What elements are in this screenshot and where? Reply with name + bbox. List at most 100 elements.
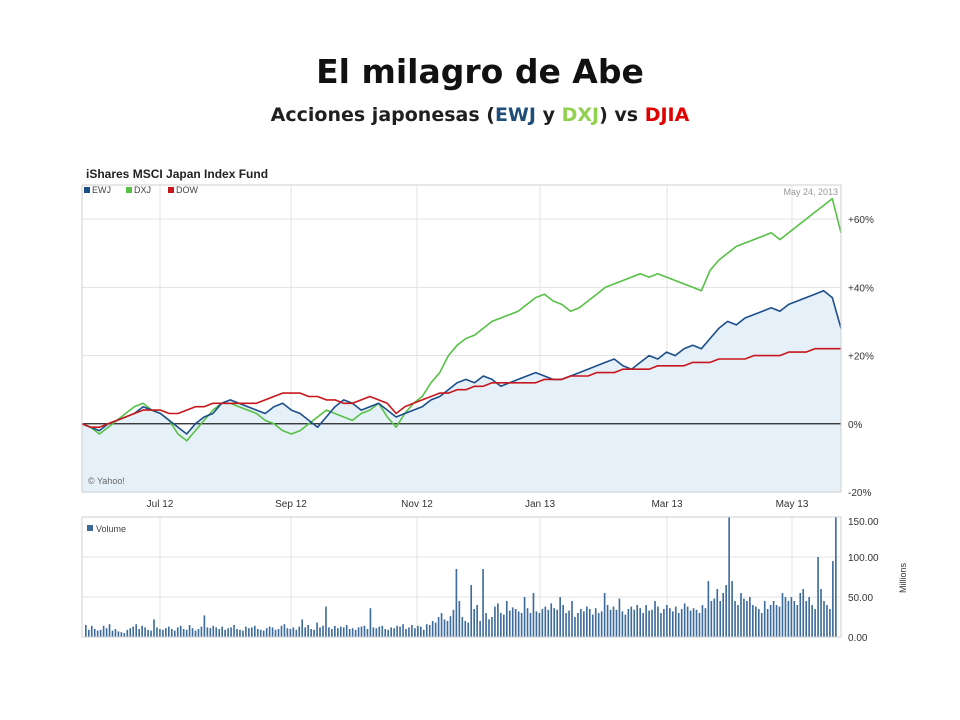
volume-bar: [627, 609, 630, 637]
volume-bar: [719, 601, 722, 637]
volume-bar: [505, 601, 508, 637]
volume-bar: [215, 627, 218, 637]
volume-bar: [111, 630, 114, 637]
volume-bar: [713, 598, 716, 637]
volume-bar: [165, 628, 167, 637]
volume-bar: [99, 629, 102, 637]
volume-bar: [93, 629, 96, 637]
price-y-ticks: +60% +40% +20% 0% -20%: [848, 215, 874, 499]
volume-bar: [301, 619, 304, 637]
volume-bar: [173, 630, 176, 637]
volume-bar: [197, 629, 200, 637]
volume-bar: [298, 626, 301, 637]
volume-bar: [242, 630, 244, 637]
volume-bar: [402, 624, 404, 637]
volume-bar: [648, 610, 650, 637]
volume-bar: [224, 629, 226, 637]
volume-bar: [660, 613, 662, 637]
volume-bar: [328, 627, 330, 637]
volume-legend-swatch: [87, 525, 93, 531]
volume-y-tick-label: 0.00: [848, 633, 868, 644]
volume-bar: [245, 626, 247, 637]
volume-bar: [535, 611, 538, 637]
price-y-tick-label: +20%: [848, 352, 874, 363]
volume-bar: [239, 629, 241, 637]
volume-bar: [325, 606, 327, 637]
area-fill-ewj: [82, 290, 841, 492]
volume-bar: [829, 609, 831, 637]
volume-bar: [420, 626, 422, 637]
volume-bar: [331, 629, 333, 637]
volume-bar: [710, 601, 713, 637]
volume-bar: [683, 603, 686, 637]
volume-bar: [793, 601, 796, 637]
legend-label-dow: DOW: [176, 185, 199, 195]
volume-bar: [526, 608, 529, 637]
volume-bar: [491, 617, 493, 637]
volume-bar: [790, 597, 793, 637]
volume-bar: [259, 629, 262, 637]
volume-bar: [808, 597, 810, 637]
volume-plot-border: [81, 516, 842, 638]
volume-bar: [630, 606, 633, 637]
volume-bar: [233, 625, 235, 637]
price-x-tick-label: Nov 12: [401, 499, 433, 510]
volume-bar: [633, 609, 636, 637]
volume-bar: [357, 627, 360, 637]
volume-bar: [162, 629, 164, 637]
volume-bar: [580, 609, 582, 637]
volume-bar: [624, 614, 627, 637]
volume-bar: [704, 608, 707, 637]
volume-bar: [728, 517, 730, 637]
volume-bar: [754, 606, 757, 637]
subtitle-part-0: Acciones japonesas (: [270, 104, 495, 126]
volume-bar: [274, 629, 277, 637]
volume-bar: [126, 629, 129, 637]
volume-bar: [194, 630, 197, 637]
volume-bar: [253, 625, 256, 637]
volume-bar: [334, 625, 336, 637]
volume-bar: [87, 629, 90, 637]
volume-bar: [541, 609, 544, 637]
volume-unit-label: Millions: [898, 563, 908, 594]
volume-bar: [488, 619, 490, 637]
date-label: May 24, 2013: [783, 187, 838, 197]
volume-bar: [458, 601, 461, 637]
volume-bar: [734, 601, 736, 637]
volume-bar: [191, 628, 194, 637]
volume-bar: [366, 629, 369, 637]
volume-bar: [746, 601, 748, 637]
volume-bar: [784, 597, 787, 637]
volume-bar: [182, 629, 185, 637]
volume-bar: [695, 609, 698, 637]
volume-bar: [568, 610, 570, 637]
volume-bar: [511, 607, 514, 637]
volume-bar: [775, 605, 778, 637]
price-y-tick-label: +60%: [848, 215, 874, 226]
volume-bar: [289, 629, 292, 637]
volume-bar: [811, 605, 813, 637]
volume-bar: [556, 609, 558, 637]
volume-bar: [102, 625, 105, 637]
volume-bar: [96, 630, 99, 637]
volume-bar: [577, 613, 579, 637]
volume-bar: [805, 601, 808, 637]
volume-bar: [227, 628, 229, 637]
volume-bar: [615, 609, 618, 637]
volume-bar: [431, 621, 434, 637]
volume-bar: [90, 625, 93, 637]
volume-bar: [159, 629, 161, 637]
volume-bar: [271, 627, 274, 637]
volume-bar: [425, 624, 428, 637]
volume-bar: [150, 630, 152, 637]
volume-bar: [251, 627, 253, 637]
volume-bar: [310, 629, 312, 637]
volume-bar: [769, 605, 772, 637]
chart-title: iShares MSCI Japan Index Fund: [86, 167, 268, 181]
volume-bar: [663, 609, 665, 637]
volume-bar: [740, 593, 742, 637]
volume-bar: [618, 598, 621, 637]
volume-bar: [417, 625, 419, 637]
volume-bar: [571, 601, 573, 637]
subtitle-part-2: y: [535, 104, 562, 126]
